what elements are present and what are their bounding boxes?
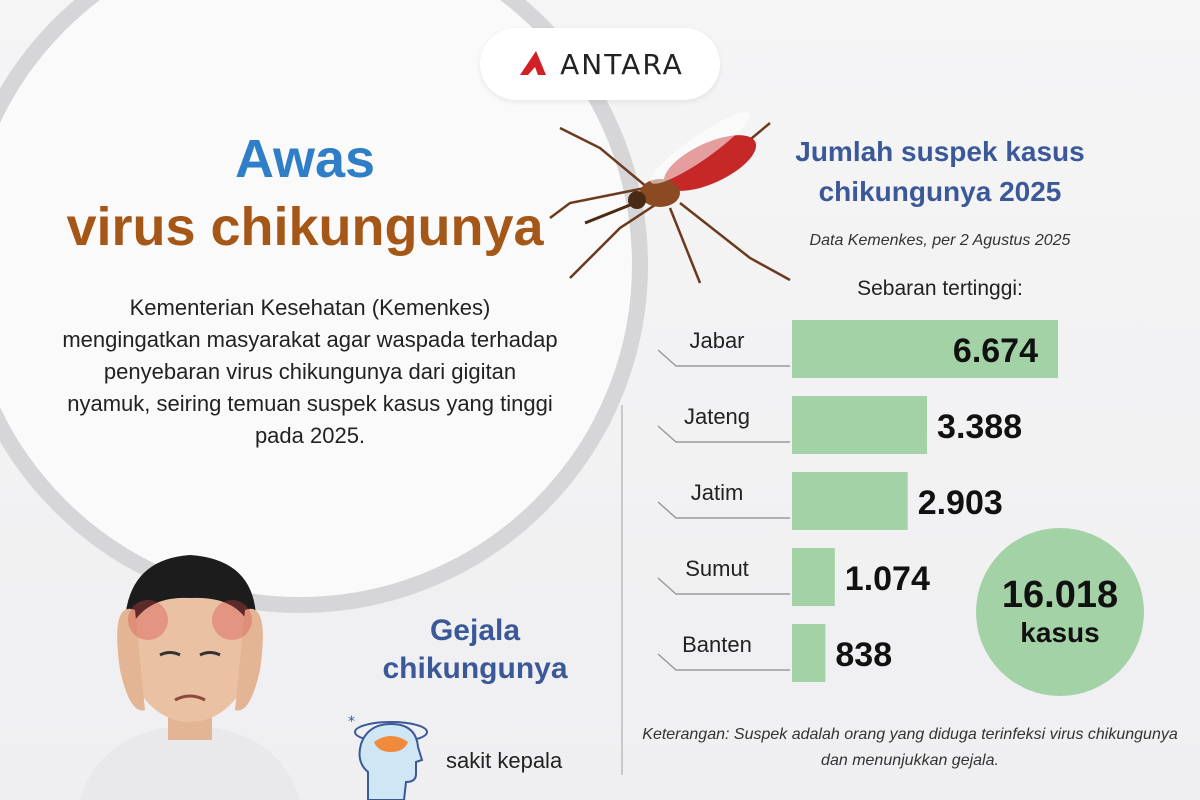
bar-value-label: 838 [835,636,892,674]
bar-value-label: 6.674 [953,332,1038,370]
bar-connector [657,653,790,671]
bar-connector [657,349,790,367]
bar [792,624,826,682]
chart-heading: Sebaran tertinggi: [857,277,1023,300]
total-unit: kasus [1020,617,1100,648]
bar [792,320,1058,378]
chart-note: Keterangan: Suspek adalah orang yang did… [642,726,1178,769]
bar-connector [657,577,790,595]
person-headache-icon [80,555,300,800]
intro-paragraph: Kementerian Kesehatan (Kemenkes) menging… [62,295,558,448]
bar-connector [657,501,790,519]
bar-connector [657,425,790,443]
bar-value-label: 3.388 [937,408,1022,446]
mosquito-icon [549,112,791,284]
bar-value-label: 2.903 [918,484,1003,522]
bar-category-label: Sumut [685,556,749,581]
svg-text:*: * [348,714,355,730]
total-value: 16.018 [1001,574,1119,616]
bar-category-label: Banten [682,632,752,657]
symptom-label: sakit kepala [446,748,563,773]
headline-line2: virus chikungunya [66,197,544,257]
chart-subtitle: Data Kemenkes, per 2 Agustus 2025 [809,232,1071,249]
bar-value-label: 1.074 [845,560,930,598]
bar-category-label: Jateng [684,404,750,429]
headache-icon: * [348,714,428,800]
antara-logo: ANTARA [480,28,720,100]
headline-line1: Awas [234,129,376,189]
bar-category-label: Jabar [689,328,744,353]
symptoms-title: Gejala chikungunya [382,614,568,685]
bar [792,548,835,606]
bar-category-label: Jatim [691,480,744,505]
bar [792,396,928,454]
brand-name: ANTARA [560,47,684,81]
antara-logo-icon [520,51,547,75]
chart-title: Jumlah suspek kasus chikungunya 2025 [795,136,1085,207]
divider [621,405,623,775]
total-badge: 16.018 kasus [976,528,1144,696]
bar [792,472,908,530]
